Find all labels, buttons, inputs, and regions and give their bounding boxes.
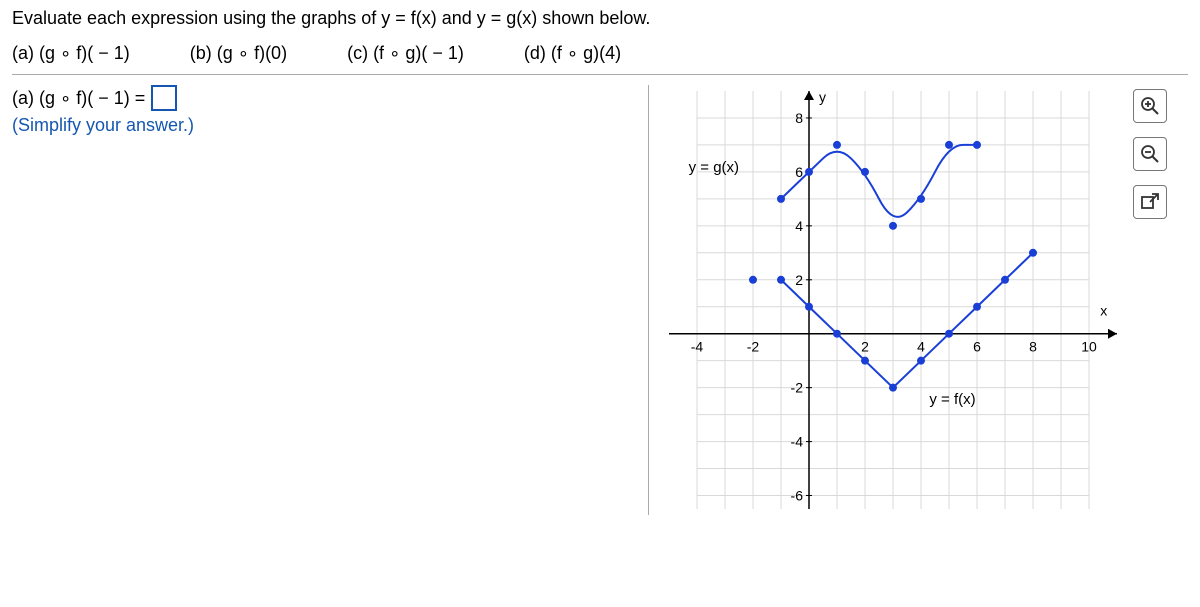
svg-text:6: 6 xyxy=(973,339,981,355)
svg-text:2: 2 xyxy=(861,339,869,355)
popout-icon xyxy=(1140,192,1160,212)
svg-text:-4: -4 xyxy=(691,339,704,355)
svg-text:10: 10 xyxy=(1081,339,1097,355)
part-c: (c) (f ∘ g)( − 1) xyxy=(347,43,464,64)
graph-panel: -4-2246810-6-4-22468xyy = f(x)y = g(x) xyxy=(663,85,1123,515)
svg-text:x: x xyxy=(1100,303,1107,319)
graph-toolbar xyxy=(1133,89,1167,515)
svg-text:y = g(x): y = g(x) xyxy=(689,159,739,176)
hint-text: (Simplify your answer.) xyxy=(12,115,640,136)
svg-text:-4: -4 xyxy=(791,434,804,450)
svg-text:4: 4 xyxy=(795,218,803,234)
question-prompt: Evaluate each expression using the graph… xyxy=(12,8,1188,29)
svg-text:-6: -6 xyxy=(791,488,804,504)
popout-button[interactable] xyxy=(1133,185,1167,219)
svg-text:y: y xyxy=(819,89,826,105)
part-d: (d) (f ∘ g)(4) xyxy=(524,43,621,64)
answer-line: (a) (g ∘ f)( − 1) = xyxy=(12,85,640,111)
svg-text:-2: -2 xyxy=(791,380,804,396)
zoom-in-button[interactable] xyxy=(1133,89,1167,123)
zoom-out-button[interactable] xyxy=(1133,137,1167,171)
zoom-in-icon xyxy=(1139,95,1161,117)
svg-text:4: 4 xyxy=(917,339,925,355)
part-a: (a) (g ∘ f)( − 1) xyxy=(12,43,130,64)
svg-text:8: 8 xyxy=(795,110,803,126)
parts-row: (a) (g ∘ f)( − 1) (b) (g ∘ f)(0) (c) (f … xyxy=(12,43,1188,64)
answer-input[interactable] xyxy=(151,85,177,111)
answer-prefix: (a) (g ∘ f)( − 1) = xyxy=(12,88,145,109)
svg-text:8: 8 xyxy=(1029,339,1037,355)
zoom-out-icon xyxy=(1139,143,1161,165)
separator xyxy=(12,74,1188,75)
svg-text:2: 2 xyxy=(795,272,803,288)
svg-text:-2: -2 xyxy=(747,339,760,355)
graph-svg: -4-2246810-6-4-22468xyy = f(x)y = g(x) xyxy=(663,85,1123,515)
svg-text:y = f(x): y = f(x) xyxy=(929,391,975,408)
part-b: (b) (g ∘ f)(0) xyxy=(190,43,287,64)
